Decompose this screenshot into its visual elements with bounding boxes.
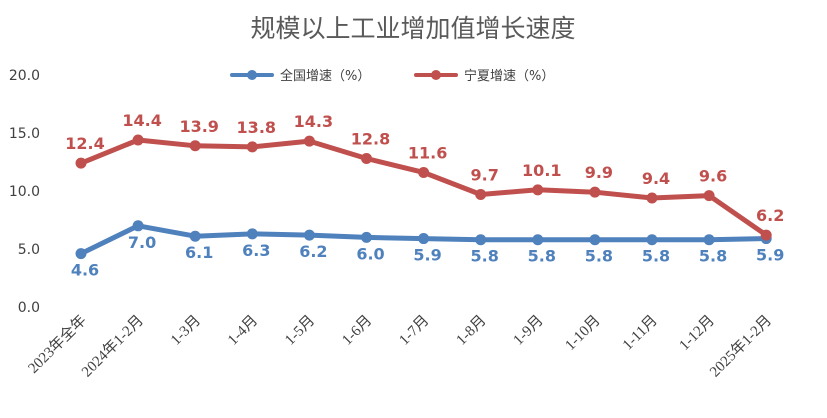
legend-item-national: 全国增速（%） <box>230 68 370 84</box>
data-point <box>361 231 372 243</box>
data-point <box>246 141 258 153</box>
x-tick-label: 1-6月 <box>339 313 375 349</box>
y-tick-label: 20.0 <box>9 68 40 84</box>
y-tick-label: 5.0 <box>18 242 40 258</box>
data-point <box>303 135 315 147</box>
data-label: 14.3 <box>294 112 333 131</box>
data-label: 5.8 <box>528 247 556 266</box>
data-point <box>361 153 372 165</box>
data-point <box>475 188 487 200</box>
x-tick-label: 1-4月 <box>225 313 261 349</box>
data-label: 5.9 <box>756 246 784 265</box>
x-tick-label: 2025年1-2月 <box>706 312 775 381</box>
y-tick-label: 15.0 <box>9 126 40 142</box>
x-tick-label: 1-8月 <box>453 313 489 349</box>
x-tick-label: 2024年1-2月 <box>78 312 147 381</box>
data-point <box>75 248 87 260</box>
data-label: 6.2 <box>756 206 784 225</box>
chart-title: 规模以上工业增加值增长速度 <box>250 14 575 43</box>
data-label: 6.1 <box>185 243 213 262</box>
data-point <box>703 234 715 246</box>
data-label: 6.0 <box>356 244 384 263</box>
data-label: 5.8 <box>642 247 670 266</box>
x-tick-label: 1-7月 <box>396 313 432 349</box>
data-label: 13.8 <box>237 118 276 137</box>
data-point <box>132 220 144 232</box>
data-point <box>589 186 601 198</box>
x-tick-label: 1-10月 <box>562 313 603 354</box>
legend-label-ningxia: 宁夏增速（%） <box>464 68 554 84</box>
data-label: 12.4 <box>65 134 104 153</box>
data-point <box>246 228 258 240</box>
data-point <box>646 192 658 204</box>
data-point <box>303 229 315 241</box>
data-point <box>532 184 544 196</box>
data-point <box>189 140 201 152</box>
data-point <box>132 134 144 146</box>
data-label: 5.8 <box>585 247 613 266</box>
data-point <box>646 234 658 246</box>
data-label: 11.6 <box>408 143 447 162</box>
data-point <box>418 233 430 245</box>
x-tick-label: 1-11月 <box>620 313 661 354</box>
data-labels: 4.6 7.0 6.1 6.3 6.2 6.0 5.9 5.8 5.8 5.8 5.8 5.8 5.9 1… <box>65 111 784 280</box>
y-tick-label: 0.0 <box>18 300 40 316</box>
data-label: 4.6 <box>71 261 99 280</box>
data-label: 6.2 <box>299 242 327 261</box>
legend: 全国增速（%） 宁夏增速（%） <box>230 68 554 84</box>
data-label: 9.9 <box>585 163 613 182</box>
data-label: 5.8 <box>471 247 499 266</box>
data-point <box>532 234 544 246</box>
data-label: 14.4 <box>122 111 161 130</box>
data-point <box>589 234 601 246</box>
x-tick-label: 1-12月 <box>677 313 718 354</box>
data-label: 9.6 <box>699 167 727 186</box>
data-point <box>703 190 715 202</box>
data-point <box>418 166 430 178</box>
x-tick-label: 1-5月 <box>282 313 318 349</box>
y-axis: 0.0 5.0 10.0 15.0 20.0 <box>9 68 40 316</box>
data-label: 9.4 <box>642 169 670 188</box>
data-point <box>75 157 87 169</box>
data-label: 13.9 <box>179 117 218 136</box>
legend-label-national: 全国增速（%） <box>280 68 370 84</box>
data-point <box>189 230 201 242</box>
data-label: 7.0 <box>128 233 156 252</box>
x-tick-label: 1-9月 <box>511 313 547 349</box>
series-layer <box>75 134 772 260</box>
data-label: 9.7 <box>471 165 499 184</box>
x-tick-label: 1-3月 <box>168 313 204 349</box>
data-point <box>760 229 772 241</box>
data-label: 5.8 <box>699 247 727 266</box>
data-label: 5.9 <box>413 246 441 265</box>
legend-item-ningxia: 宁夏增速（%） <box>414 68 554 84</box>
data-label: 6.3 <box>242 241 270 260</box>
data-point <box>475 234 487 246</box>
data-label: 12.8 <box>351 130 390 149</box>
data-label: 10.1 <box>522 161 561 180</box>
y-tick-label: 10.0 <box>9 184 40 200</box>
